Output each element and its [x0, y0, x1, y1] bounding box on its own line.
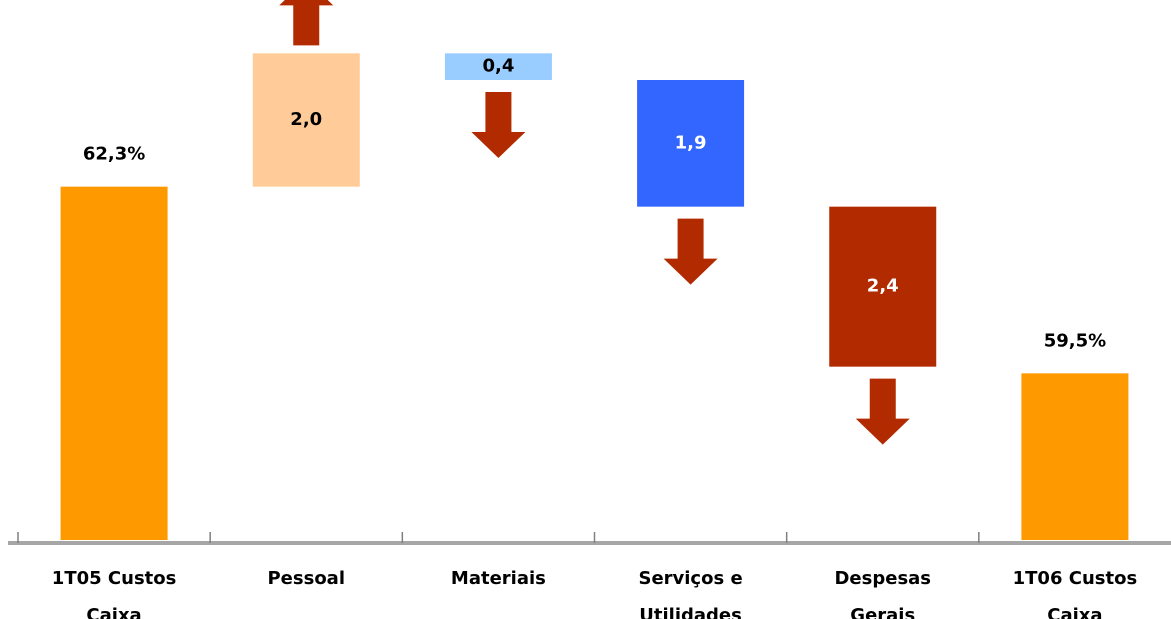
x-tick-label: Pessoal [267, 568, 345, 589]
bar [1021, 373, 1129, 540]
delta-box [252, 53, 360, 187]
value-label: 1,9 [675, 132, 707, 153]
arrow [471, 92, 526, 158]
value-label: 59,5% [1044, 330, 1106, 351]
value-label: 2,4 [867, 276, 899, 297]
arrow [663, 218, 718, 285]
bar [60, 186, 168, 540]
value-label: 2,0 [290, 109, 322, 130]
arrow [855, 378, 910, 445]
x-tick-label: Despesas Gerais [834, 568, 932, 619]
value-label: 62,3% [83, 144, 145, 165]
x-tick-label: 1T06 Custos Caixa [1012, 568, 1138, 619]
x-tick-label: Serviços e Utilidades [638, 568, 743, 619]
x-tick-label: Materiais [450, 568, 546, 589]
value-label: 0,4 [482, 56, 514, 77]
delta-box [829, 206, 937, 367]
delta-box [444, 53, 552, 80]
delta-box [637, 80, 745, 207]
x-tick-label: 1T05 Custos Caixa [51, 568, 177, 619]
arrow [279, 0, 334, 46]
